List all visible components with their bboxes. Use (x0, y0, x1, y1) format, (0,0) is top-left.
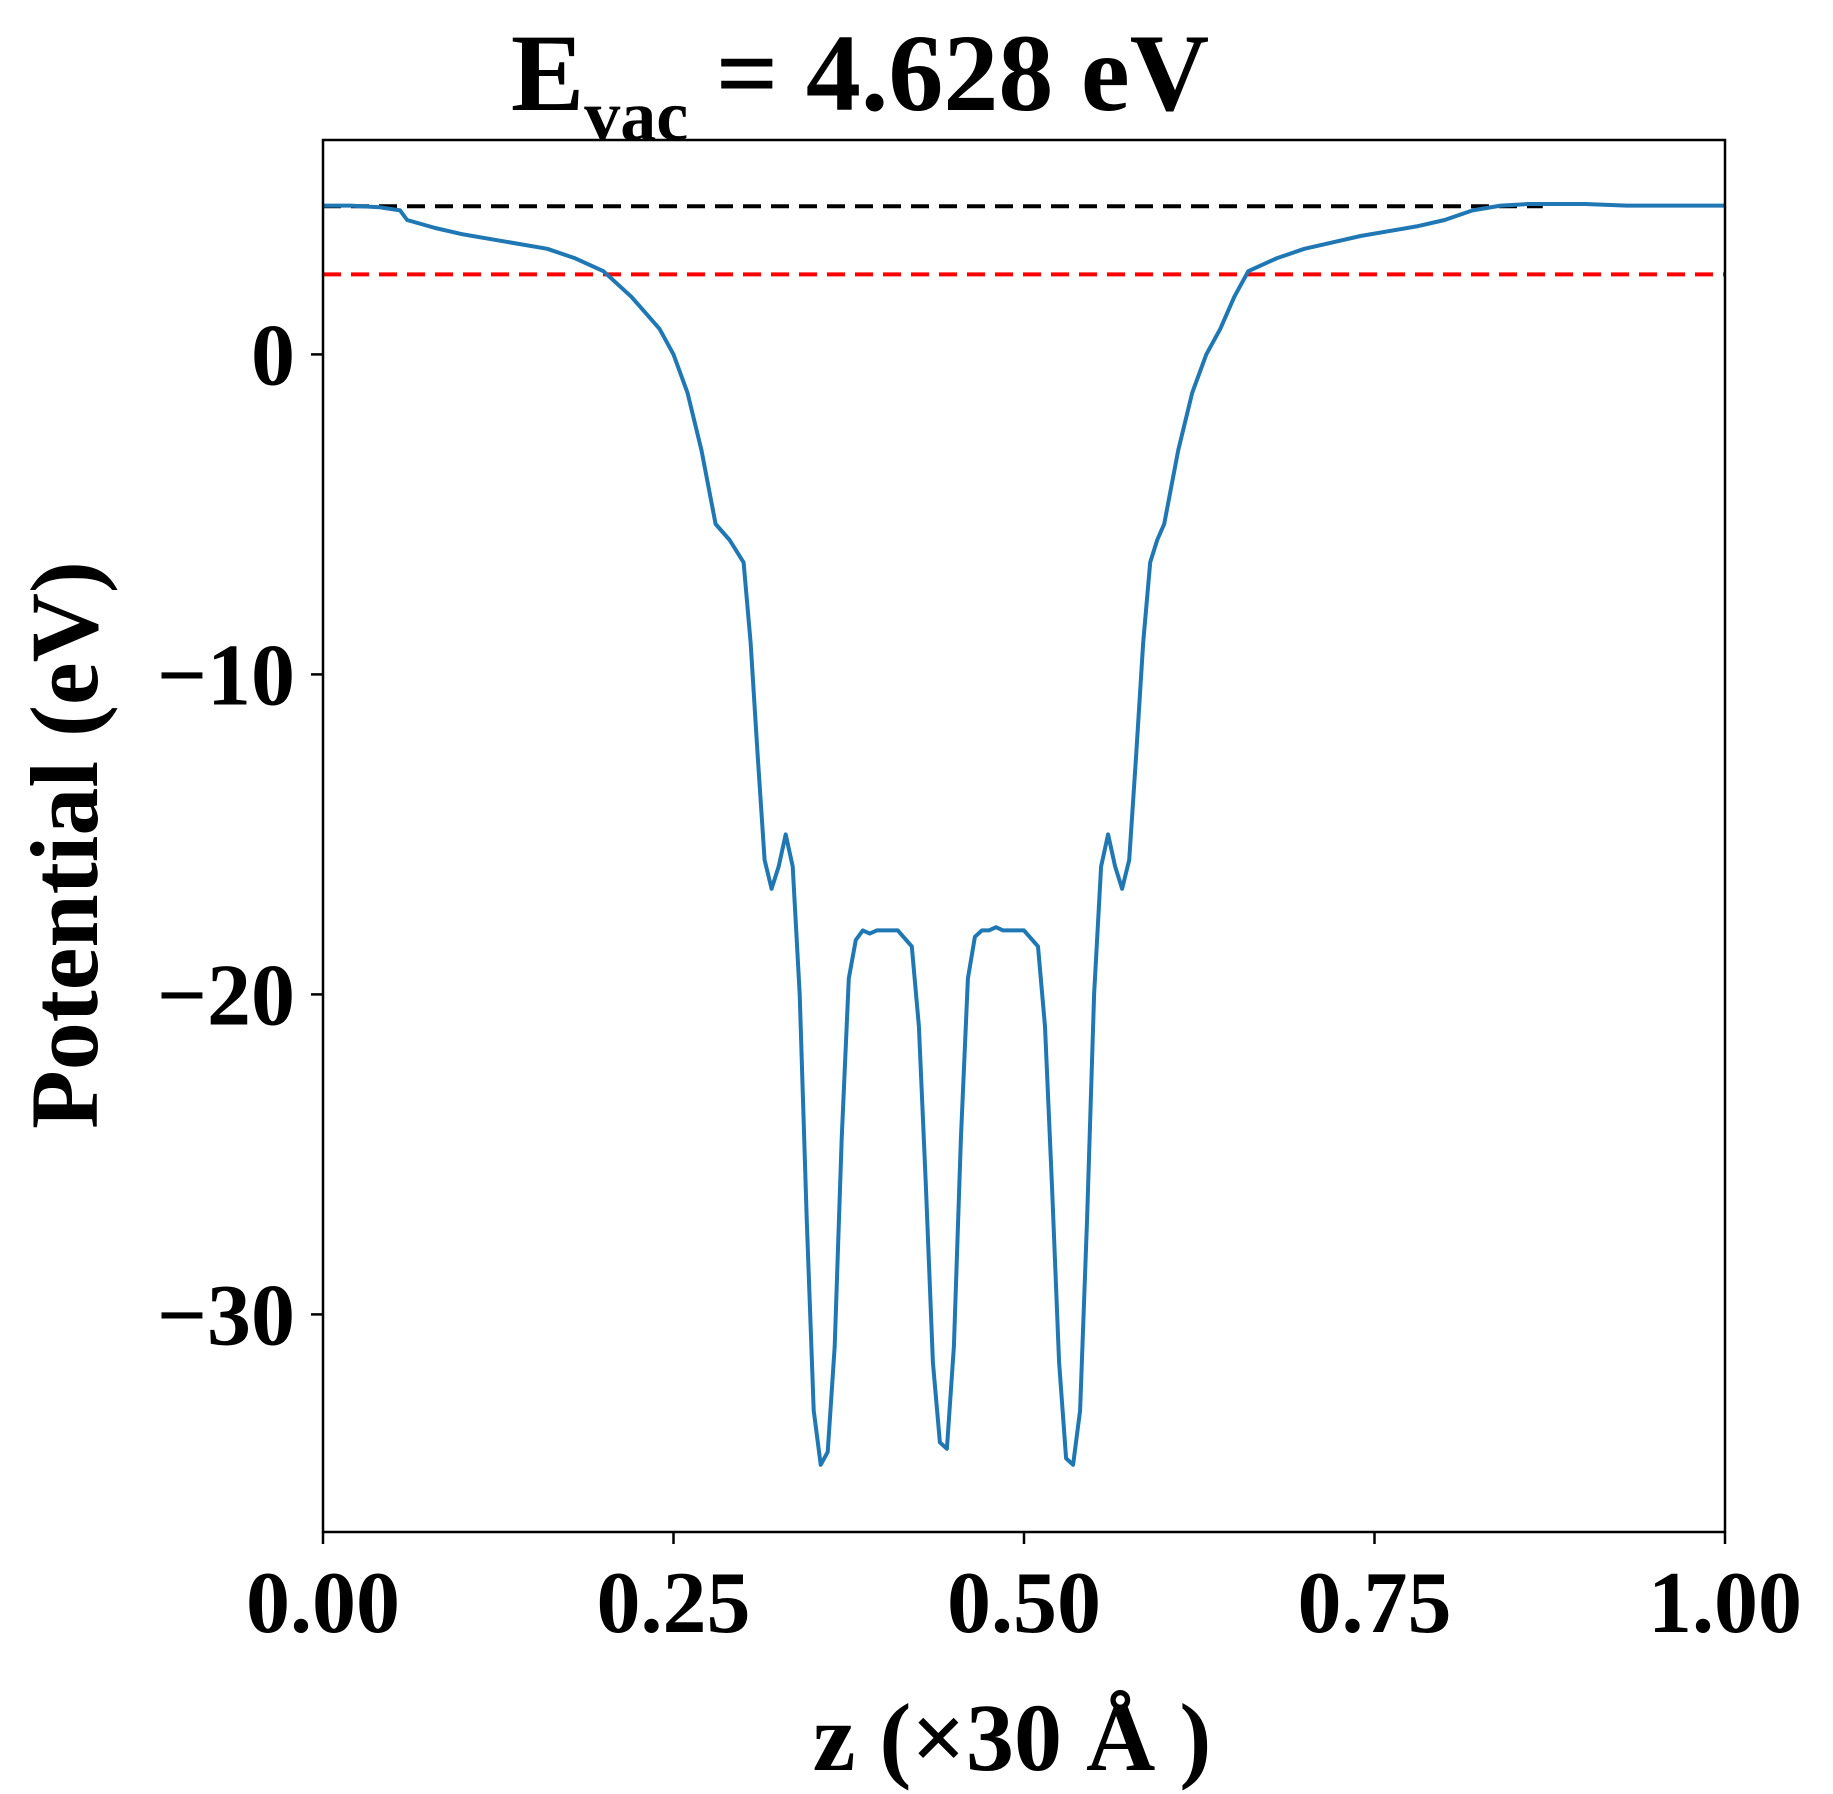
x-tick-label: 1.00 (1648, 1555, 1802, 1652)
y-axis-label: Potential (eV) (11, 561, 118, 1129)
y-tick-label: −10 (157, 627, 295, 724)
chart-title-rest: = 4.628 eV (688, 12, 1209, 134)
reference-lines (323, 204, 1725, 277)
y-tick-label: 0 (251, 307, 295, 404)
x-tick-label: 0.50 (947, 1555, 1101, 1652)
x-axis-label: z (×30 Å ) (813, 1684, 1212, 1791)
chart-title-subscript: vac (584, 76, 688, 156)
y-tick-label: −20 (157, 947, 295, 1044)
x-tick-label: 0.25 (597, 1555, 751, 1652)
x-axis-ticks: 0.00 0.25 0.50 0.75 1.00 (246, 1532, 1802, 1652)
x-tick-label: 0.75 (1298, 1555, 1452, 1652)
y-tick-label: −30 (157, 1267, 295, 1364)
y-axis-ticks: 0 −10 −20 −30 (157, 307, 323, 1364)
chart-title-main: E (511, 12, 584, 134)
plot-area: 0.00 0.25 0.50 0.75 1.00 0 −10 −20 −30 (157, 138, 1802, 1652)
axes-frame (321, 138, 1727, 1534)
chart-title: Evac = 4.628 eV (511, 12, 1209, 156)
x-tick-label: 0.00 (246, 1555, 400, 1652)
potential-line (323, 202, 1725, 1467)
